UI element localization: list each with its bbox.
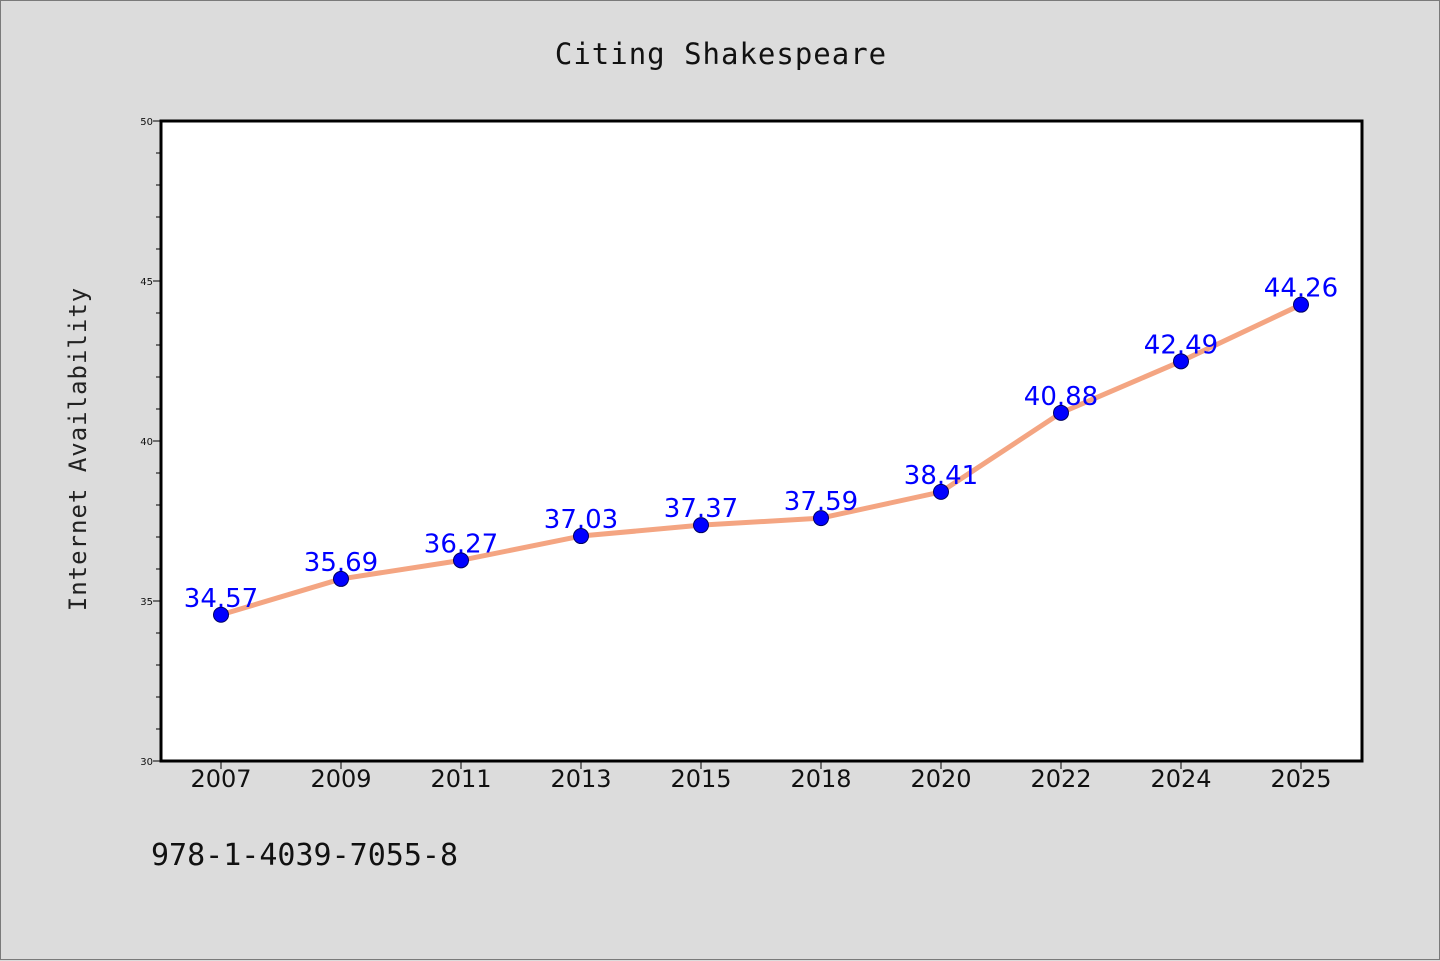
data-point xyxy=(333,570,349,587)
y-axis-ticks: 30 35 40 45 50 xyxy=(140,117,161,768)
data-point xyxy=(933,483,949,500)
x-tick-label: 2020 xyxy=(910,765,971,793)
data-label: 36.27 xyxy=(424,529,498,559)
x-tick-label: 2011 xyxy=(430,765,491,793)
data-label: 37.37 xyxy=(664,494,738,524)
data-point xyxy=(453,552,469,569)
data-point xyxy=(213,606,229,623)
data-label: 40.88 xyxy=(1024,382,1098,412)
data-point xyxy=(1173,353,1189,370)
x-tick-label: 2009 xyxy=(310,765,371,793)
y-tick-label: 50 xyxy=(140,117,153,128)
data-point xyxy=(573,528,589,545)
x-axis-ticks: 2007 2009 2011 2013 2015 2018 2020 2022 2024 2025 xyxy=(190,761,1332,793)
data-point xyxy=(693,517,709,534)
data-label: 37.59 xyxy=(784,487,858,517)
data-label: 42.49 xyxy=(1144,330,1218,360)
y-axis-label: Internet Availability xyxy=(64,287,92,611)
plot-area xyxy=(161,121,1362,761)
data-label: 35.69 xyxy=(304,548,378,578)
series-line xyxy=(218,302,1304,618)
y-tick-label: 40 xyxy=(140,437,153,448)
isbn-footer: 978-1-4039-7055-8 xyxy=(151,838,458,873)
x-tick-label: 2025 xyxy=(1270,765,1331,793)
x-tick-label: 2007 xyxy=(190,765,251,793)
data-label: 37.03 xyxy=(544,505,618,535)
x-tick-label: 2018 xyxy=(790,765,851,793)
x-tick-label: 2015 xyxy=(670,765,731,793)
data-labels: 34.57 35.69 36.27 37.03 37.37 37.59 38.41 40.88… xyxy=(184,274,1338,614)
data-point xyxy=(1053,404,1069,421)
y-tick-label: 45 xyxy=(140,277,153,288)
y-tick-label: 35 xyxy=(140,597,153,608)
data-label: 38.41 xyxy=(904,461,978,491)
x-tick-label: 2022 xyxy=(1030,765,1091,793)
data-point xyxy=(1293,296,1309,313)
x-tick-label: 2013 xyxy=(550,765,611,793)
data-label: 34.57 xyxy=(184,584,258,614)
x-tick-label: 2024 xyxy=(1150,765,1211,793)
data-markers xyxy=(213,296,1309,623)
y-tick-label: 30 xyxy=(140,757,153,768)
plot-border xyxy=(159,119,1364,763)
chart-title: Citing Shakespeare xyxy=(555,37,887,71)
data-point xyxy=(813,510,829,527)
data-label: 44.26 xyxy=(1264,274,1338,304)
